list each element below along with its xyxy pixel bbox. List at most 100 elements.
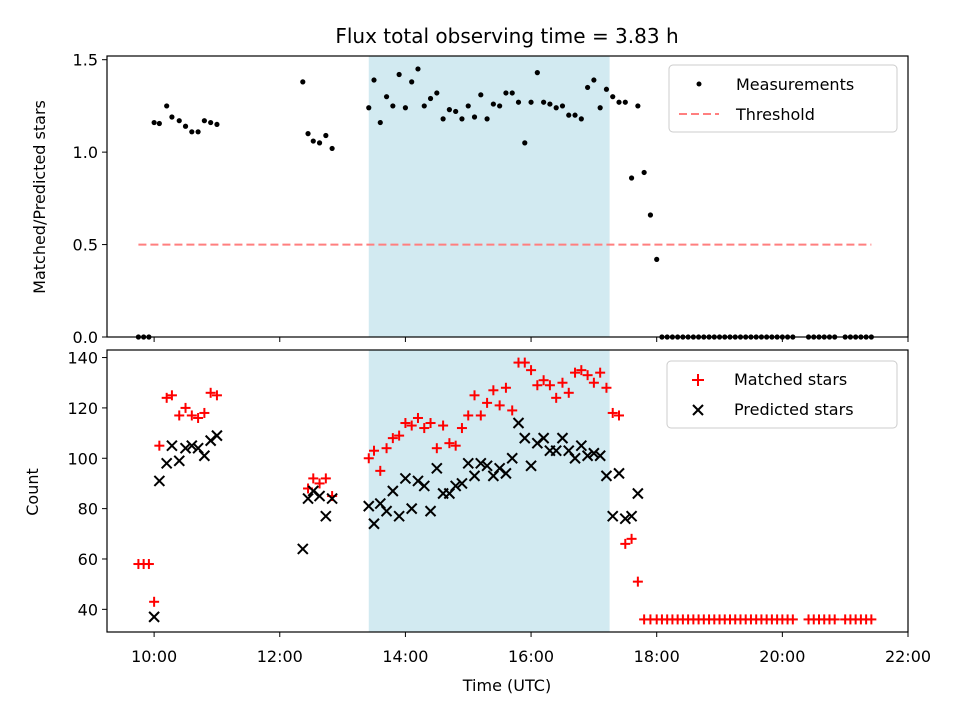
measurement-point [528, 99, 534, 105]
matched-star-point [469, 390, 480, 401]
measurement-point [541, 99, 547, 105]
ratio-axes-frame [106, 55, 909, 338]
predicted-star-point [313, 490, 326, 502]
measurement-point [654, 256, 660, 262]
matched-star-point [829, 614, 840, 625]
matched-star-point [607, 407, 618, 418]
predicted-star-point [380, 505, 393, 517]
measurement-point [647, 212, 654, 218]
legend-predicted-label: Predicted stars [734, 400, 854, 419]
x-axis-label: Time (UTC) [462, 676, 551, 695]
measurement-point [383, 94, 390, 100]
ratio-legend: Measurements Threshold [668, 64, 898, 133]
counts-x-ticks: 10:00 12:00 14:00 16:00 18:00 20:00 22:00 [131, 632, 931, 666]
measurement-point [603, 86, 610, 92]
matched-star-point [425, 418, 436, 429]
matched-star-point [400, 418, 411, 429]
measurement-point [572, 112, 578, 118]
predicted-star-point [519, 432, 531, 444]
measurement-point [641, 169, 647, 176]
measurement-point [478, 92, 484, 98]
matched-star-point [588, 377, 599, 388]
matched-star-point [394, 430, 405, 441]
x-tick-label: 16:00 [508, 647, 554, 666]
matched-star-point [551, 392, 562, 403]
predicted-star-point [405, 502, 418, 515]
measurement-point [566, 112, 572, 118]
measurement-point [409, 79, 415, 85]
counts-legend-box [666, 360, 898, 429]
chart-title: Flux total observing time = 3.83 h [335, 24, 678, 48]
predicted-star-point [431, 462, 443, 475]
measurement-point [578, 116, 584, 122]
x-tick-label: 22:00 [885, 647, 931, 666]
measurement-point [534, 70, 540, 76]
matched-star-point [632, 576, 643, 587]
measurement-point [515, 99, 522, 105]
matched-star-point [406, 420, 417, 431]
predicted-star-point [302, 492, 314, 505]
matched-star-point [387, 433, 398, 444]
predicted-star-point [320, 510, 332, 522]
matched-star-point [149, 596, 160, 607]
predicted-star-point [475, 457, 487, 470]
measurement-point [182, 123, 189, 129]
matched-star-point [620, 538, 631, 549]
y-tick-label: 80 [78, 500, 98, 519]
predicted-star-point [468, 470, 481, 482]
measurement-point [509, 90, 515, 96]
measurement-point [402, 105, 409, 111]
predicted-star-point [569, 452, 581, 464]
predicted-star-point [198, 450, 211, 462]
counts-legend: Matched stars Predicted stars [666, 360, 898, 429]
measurement-point [497, 103, 503, 109]
matched-star-point [482, 397, 493, 408]
measurement-point [201, 118, 207, 124]
counts-axes-frame [106, 349, 909, 633]
matched-star-point [211, 390, 222, 401]
measurement-point [616, 99, 622, 105]
predicted-star-point [424, 505, 437, 517]
ratio-legend-box [668, 64, 898, 133]
matched-star-point [570, 367, 581, 378]
x-tick-label: 14:00 [382, 647, 428, 666]
observing-window-shade [368, 56, 610, 337]
y-tick-label: 40 [78, 600, 98, 619]
measurement-point [459, 116, 465, 122]
predicted-star-point [363, 500, 375, 512]
predicted-star-point [632, 487, 644, 500]
predicted-star-point [550, 445, 562, 457]
y-tick-label: 120 [67, 399, 98, 418]
measurement-point [371, 77, 377, 83]
matched-star-point [614, 410, 625, 421]
matched-star-point [161, 392, 172, 403]
measurement-point [553, 105, 559, 111]
measurement-point [415, 66, 421, 72]
y-tick-label: 1.5 [73, 51, 98, 70]
predicted-star-point [186, 439, 198, 452]
predicted-star-point [173, 455, 185, 467]
matched-star-point [456, 423, 467, 434]
matched-star-point [166, 390, 177, 401]
measurement-point [176, 118, 182, 124]
predicted-star-point [588, 447, 600, 459]
predicted-star-point [525, 460, 537, 472]
matched-star-point [582, 370, 593, 381]
y-tick-label: 100 [67, 449, 98, 468]
predicted-star-point [556, 432, 569, 444]
matched-star-point [526, 365, 537, 376]
measurement-point [559, 103, 566, 109]
x-tick-label: 12:00 [257, 647, 303, 666]
measurement-point [585, 84, 591, 91]
counts-series-layer [133, 357, 877, 625]
predicted-star-point [179, 442, 192, 454]
measurement-point [208, 119, 214, 126]
legend-matched-label: Matched stars [734, 370, 847, 389]
y-tick-label: 0.0 [73, 328, 98, 347]
matched-star-point [563, 387, 574, 398]
matched-star-point [205, 387, 216, 398]
matched-star-point [193, 412, 204, 423]
matched-star-point [519, 357, 530, 368]
predicted-star-point [500, 467, 512, 480]
